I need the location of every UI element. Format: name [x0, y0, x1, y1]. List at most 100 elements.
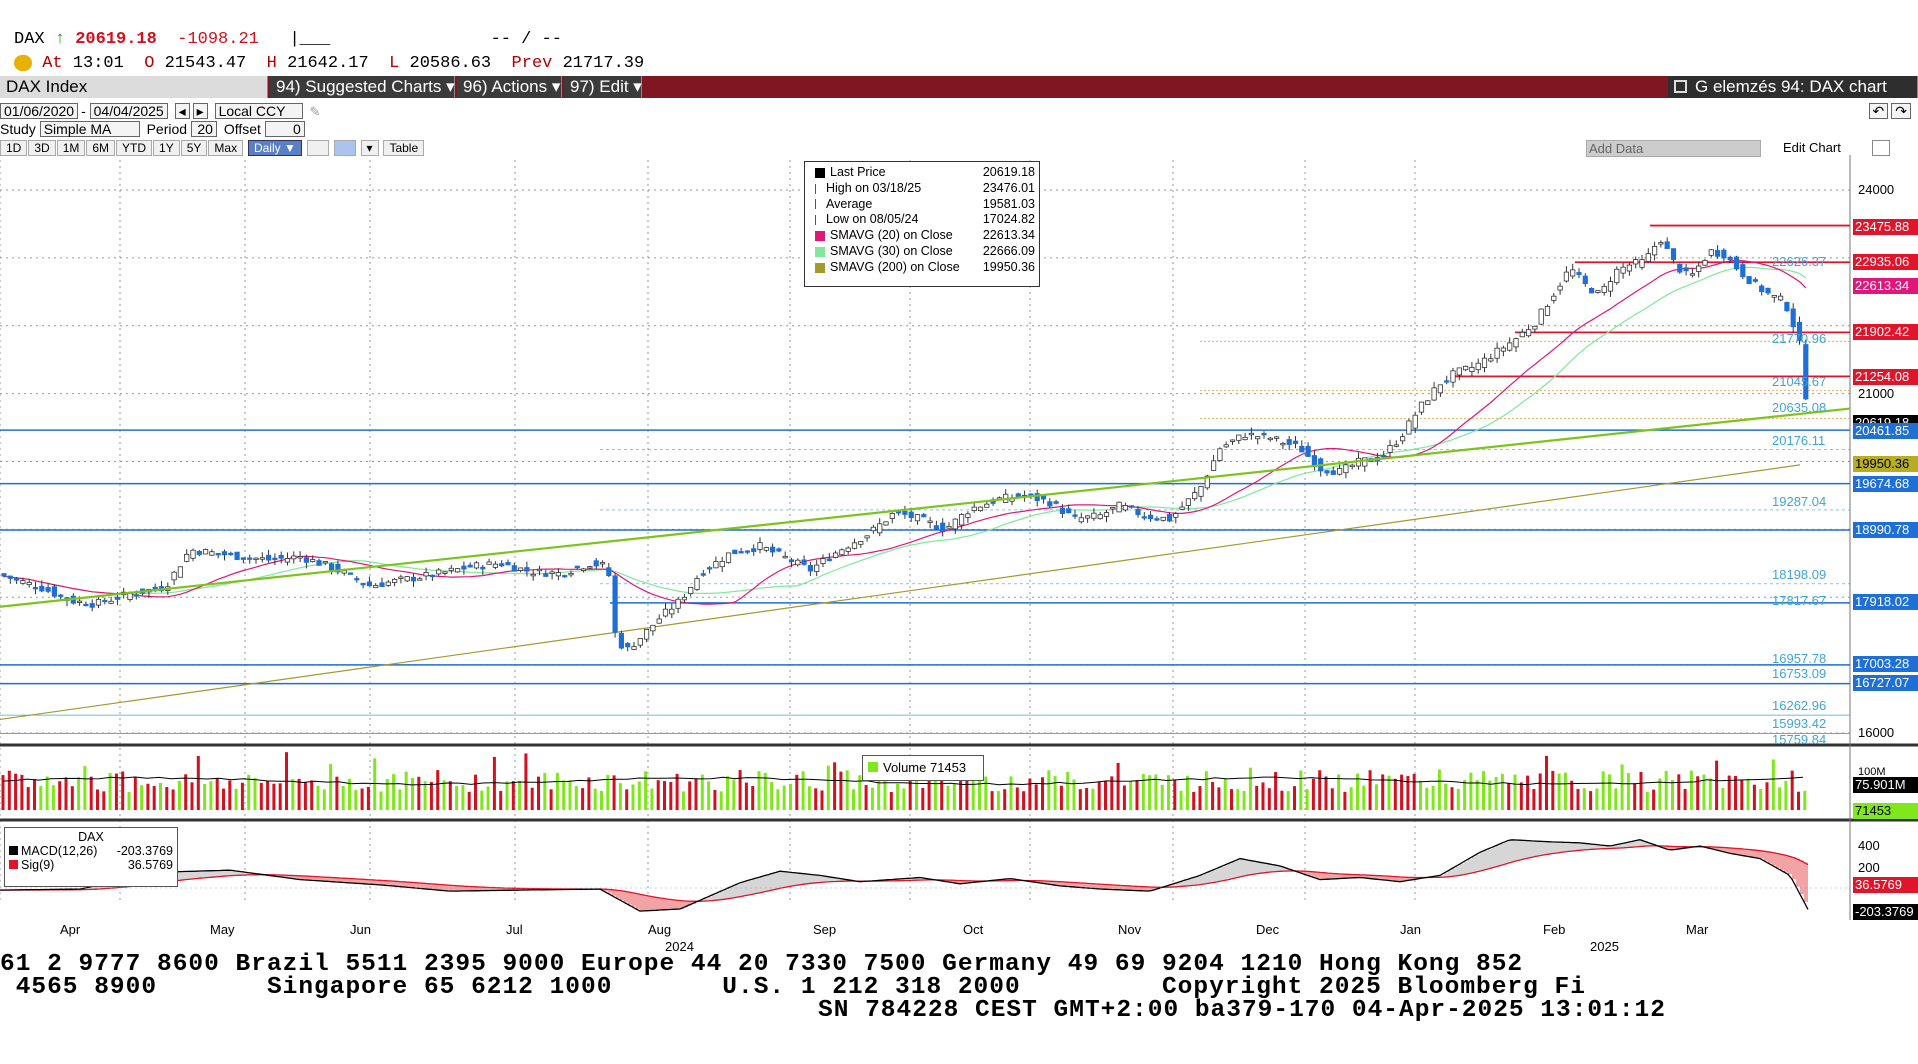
candle-up — [310, 559, 316, 562]
start-date-input[interactable]: 01/06/2020 — [0, 103, 79, 119]
legend-row[interactable]: High on 03/18/25 23476.01 — [809, 181, 1035, 197]
actions-menu[interactable]: 96) Actions ▾ — [457, 76, 562, 98]
volume-bar — [978, 778, 981, 810]
currency-select[interactable]: Local CCY — [214, 103, 303, 119]
volume-bar — [1167, 775, 1170, 810]
volume-bar — [1639, 771, 1643, 810]
candle-down — [379, 582, 385, 587]
volume-bar — [366, 786, 370, 810]
chart-settings-icon[interactable] — [1872, 140, 1890, 156]
macd-histogram — [1508, 840, 1512, 864]
suggested-charts-menu[interactable]: 94) Suggested Charts ▾ — [270, 76, 455, 98]
edit-pencil-icon[interactable]: ✎ — [309, 104, 321, 119]
legend-row[interactable]: SMAVG (200) on Close 19950.36 — [809, 260, 1035, 276]
chart-legend[interactable]: Last Price 20619.18 High on 03/18/25 23476.… — [804, 161, 1040, 287]
volume-bar — [108, 773, 112, 810]
legend-swatch — [815, 231, 825, 242]
legend-row[interactable]: Low on 08/05/24 17024.82 — [809, 212, 1035, 228]
candle-down — [612, 575, 618, 633]
legend-row[interactable]: SMAVG (20) on Close 22613.34 — [809, 228, 1035, 244]
macd-histogram — [1796, 858, 1800, 887]
macd-histogram — [1380, 875, 1384, 880]
macd-histogram — [636, 893, 640, 909]
volume-bar — [1349, 787, 1353, 810]
range-button-max[interactable]: Max — [208, 140, 244, 156]
macd-histogram — [1220, 867, 1224, 882]
price-tag: 22613.34 — [1853, 278, 1918, 294]
alert-icon[interactable] — [14, 54, 32, 71]
volume-bar — [1582, 788, 1586, 810]
volume-bar — [1734, 775, 1737, 810]
chart-area[interactable] — [0, 155, 1918, 920]
candle-up — [486, 561, 492, 565]
more-tools-button[interactable]: ▾ — [360, 140, 379, 156]
macd-histogram — [1636, 840, 1640, 847]
range-button-6m[interactable]: 6M — [86, 140, 116, 156]
edit-menu[interactable]: 97) Edit ▾ — [564, 76, 642, 98]
undo-icon[interactable]: ↶ — [1868, 103, 1889, 119]
candle-up — [1160, 516, 1166, 521]
prev-period-button[interactable]: ◂ — [174, 103, 190, 119]
candle-down — [1740, 264, 1746, 278]
volume-bar — [669, 781, 673, 810]
macd-histogram — [668, 899, 672, 910]
range-button-ytd[interactable]: YTD — [116, 140, 153, 156]
macd-histogram — [244, 872, 248, 876]
volume-legend[interactable]: Volume 71453 — [862, 755, 984, 781]
volume-bar — [1393, 778, 1397, 810]
range-button-5y[interactable]: 5Y — [180, 140, 208, 156]
study-select[interactable]: Simple MA — [39, 121, 140, 137]
volume-bar — [1671, 779, 1674, 810]
candle-up — [373, 585, 379, 589]
macd-histogram — [1244, 859, 1248, 877]
legend-row[interactable]: Last Price 20619.18 — [809, 165, 1035, 181]
macd-histogram — [744, 881, 748, 896]
security-field[interactable]: DAX Index — [0, 76, 268, 98]
draw-tool-button[interactable] — [333, 140, 356, 156]
candle-down — [316, 560, 322, 566]
volume-bar — [782, 785, 786, 810]
next-period-button[interactable]: ▸ — [192, 103, 208, 119]
volume-bar — [1633, 783, 1637, 810]
macd-histogram — [1188, 879, 1192, 886]
period-input[interactable]: 20 — [190, 121, 217, 137]
candle-up — [782, 555, 788, 559]
volume-bar — [877, 773, 881, 810]
macd-histogram — [1308, 871, 1312, 876]
range-button-1d[interactable]: 1D — [0, 140, 28, 156]
macd-legend[interactable]: DAX MACD(12,26) -203.3769 Sig(9) 36.5769 — [4, 827, 178, 887]
line-tool-button[interactable] — [306, 140, 329, 156]
legend-value: 22666.09 — [982, 243, 1035, 258]
table-button[interactable]: Table — [383, 140, 425, 156]
candle-up — [20, 580, 26, 584]
candle-up — [637, 638, 643, 646]
end-date-input[interactable]: 04/04/2025 — [89, 103, 168, 119]
volume-bar — [505, 781, 509, 810]
legend-row[interactable]: Average 19581.03 — [809, 197, 1035, 213]
frequency-select[interactable]: Daily ▼ — [247, 140, 302, 156]
volume-bar — [1179, 790, 1183, 810]
volume-bar — [1230, 789, 1233, 810]
volume-bar — [7, 770, 11, 810]
macd-histogram — [828, 876, 832, 882]
volume-bar — [492, 756, 496, 810]
offset-input[interactable]: 0 — [264, 121, 305, 137]
volume-bar — [1437, 769, 1441, 810]
range-button-1y[interactable]: 1Y — [153, 140, 180, 156]
candle-up — [1481, 357, 1488, 368]
volume-bar — [530, 787, 534, 810]
redo-icon[interactable]: ↷ — [1891, 103, 1911, 119]
macd-histogram — [324, 877, 328, 882]
macd-histogram — [1196, 876, 1200, 886]
macd-histogram — [1588, 843, 1592, 850]
candlesticks — [1, 237, 1809, 652]
macd-histogram — [892, 879, 896, 881]
candle-down — [1166, 514, 1173, 522]
range-button-3d[interactable]: 3D — [28, 140, 56, 156]
range-button-1m[interactable]: 1M — [56, 140, 86, 156]
legend-row[interactable]: SMAVG (30) on Close 22666.09 — [809, 244, 1035, 260]
popout-icon[interactable] — [1674, 80, 1687, 93]
chart-title-tab[interactable]: G elemzés 94: DAX chart — [1668, 76, 1918, 98]
add-data-input[interactable]: Add Data — [1586, 140, 1761, 157]
edit-chart-button[interactable]: Edit Chart — [1783, 140, 1841, 155]
